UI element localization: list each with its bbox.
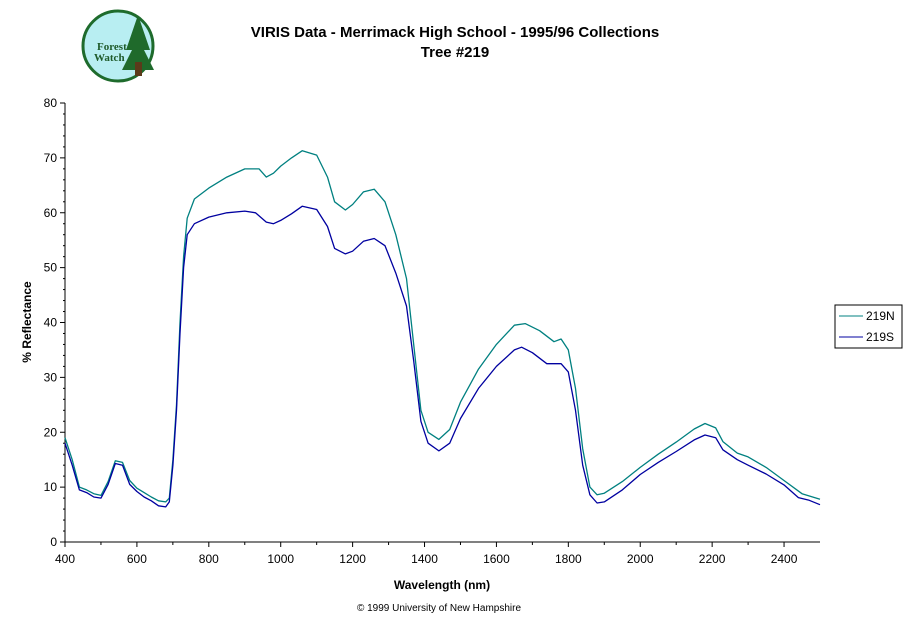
y-tick-label: 0 (50, 535, 57, 549)
y-ticks: 0 10 20 30 40 50 60 70 80 (44, 96, 65, 549)
x-tick-label: 2200 (699, 552, 726, 566)
y-tick-label: 10 (44, 480, 58, 494)
y-axis-title: % Reflectance (20, 281, 34, 363)
axes (64, 103, 820, 543)
legend-box (834, 304, 903, 349)
y-tick-label: 40 (44, 316, 58, 330)
x-tick-label: 400 (55, 552, 75, 566)
x-ticks: 400 600 800 1000 1200 1400 1600 1800 2000 2200 240… (55, 542, 798, 566)
x-axis-title: Wavelength (nm) (394, 578, 490, 592)
y-tick-label: 70 (44, 151, 58, 165)
x-tick-label: 600 (127, 552, 147, 566)
series-line-219S (64, 205, 821, 508)
y-tick-label: 50 (44, 261, 58, 275)
chart-title: VIRIS Data - Merrimack High School - 199… (251, 24, 659, 41)
x-tick-label: 1200 (339, 552, 366, 566)
x-tick-label: 1000 (267, 552, 294, 566)
y-tick-label: 30 (44, 370, 58, 384)
y-tick-label: 20 (44, 425, 58, 439)
x-tick-label: 800 (199, 552, 219, 566)
legend-label-219S: 219S (866, 330, 894, 344)
chart-subtitle: Tree #219 (421, 44, 489, 61)
legend-label-219N: 219N (866, 309, 895, 323)
forest-watch-logo: Forest Watch (81, 9, 155, 83)
logo-text-line1: Forest (97, 41, 127, 53)
tree-trunk-icon (135, 62, 142, 76)
copyright-text: © 1999 University of New Hampshire (357, 603, 522, 614)
x-tick-label: 2400 (771, 552, 798, 566)
tree-icon (122, 15, 154, 70)
x-tick-label: 1400 (411, 552, 438, 566)
logo-text-line2: Watch (94, 52, 125, 64)
y-tick-label: 60 (44, 206, 58, 220)
x-tick-label: 2000 (627, 552, 654, 566)
x-tick-label: 1600 (483, 552, 510, 566)
legend: 219N 219S (834, 304, 903, 349)
y-tick-label: 80 (44, 96, 58, 110)
series-line-219N (64, 150, 821, 503)
series-group (64, 150, 821, 508)
x-tick-label: 1800 (555, 552, 582, 566)
